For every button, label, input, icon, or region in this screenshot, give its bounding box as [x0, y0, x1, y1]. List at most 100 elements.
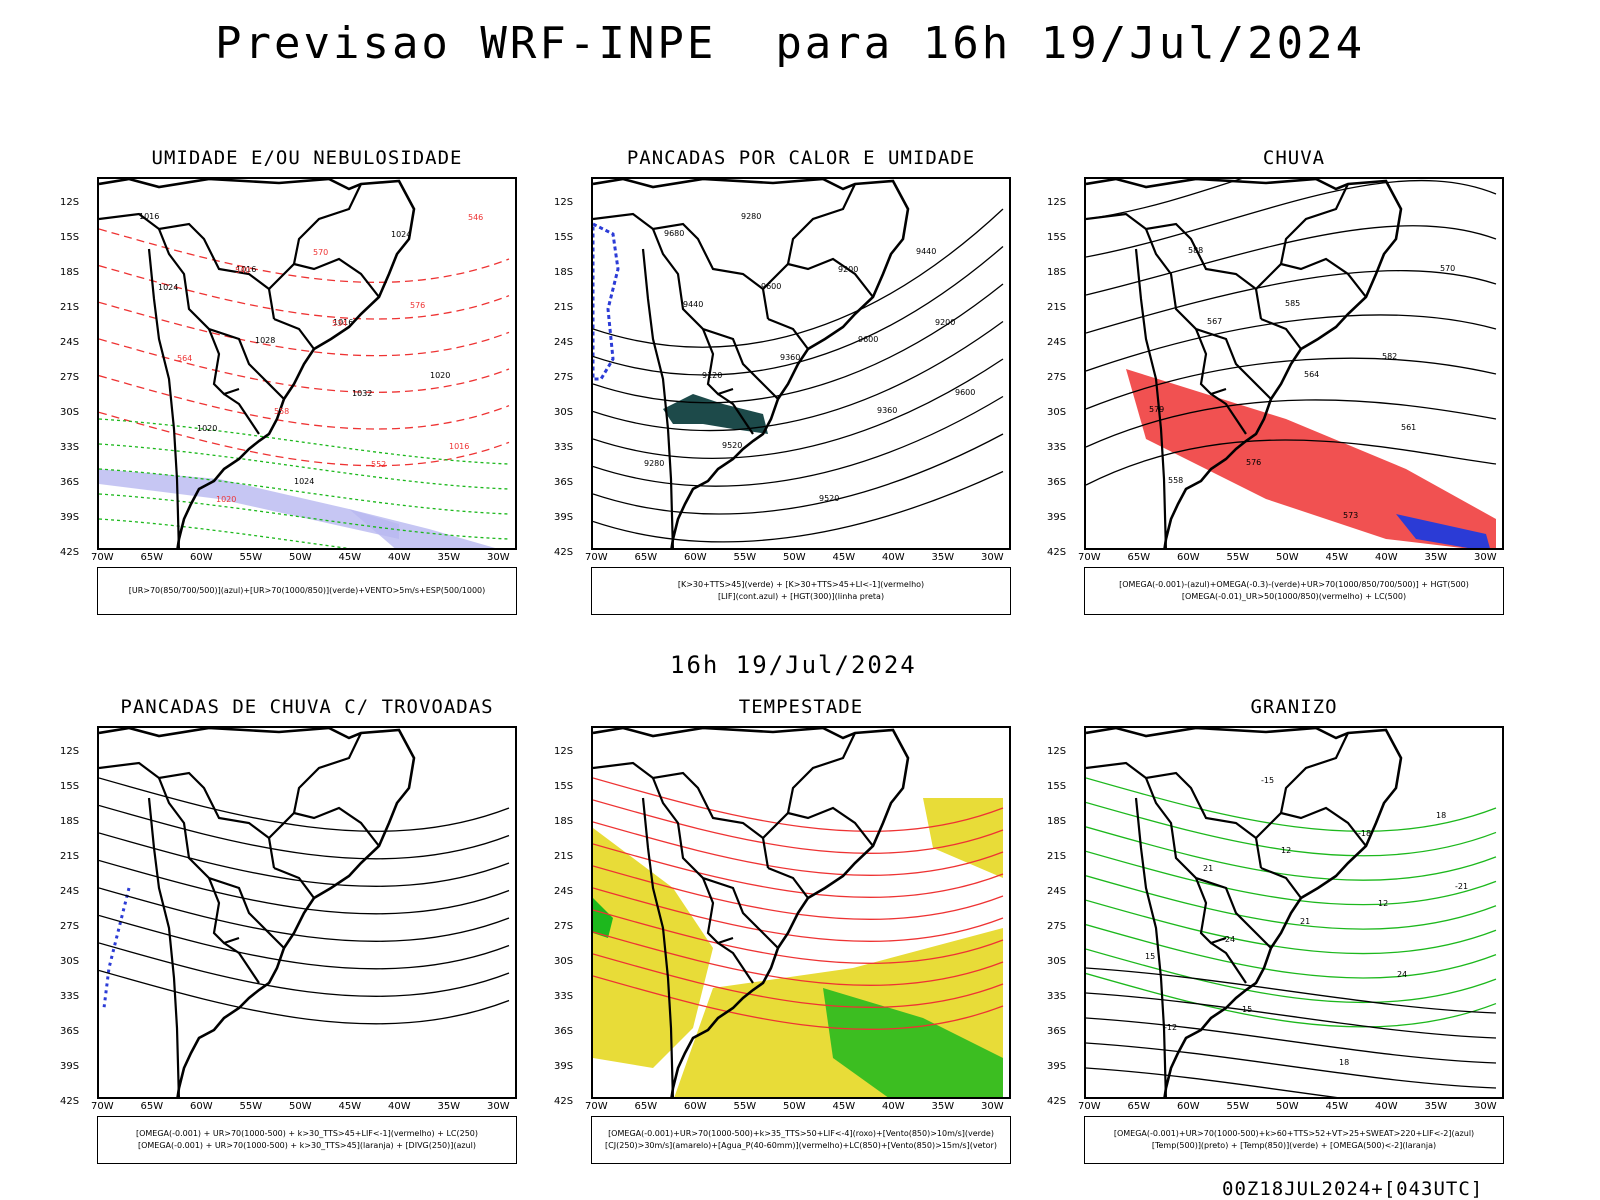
contour-label: 9520: [819, 494, 839, 503]
longitude-tick-label: 30W: [1474, 552, 1497, 563]
contour-label: 15: [1145, 952, 1155, 961]
longitude-tick-label: 55W: [733, 552, 757, 563]
longitude-tick-label: 65W: [1127, 552, 1151, 563]
latitude-tick-label: 24S: [1047, 886, 1067, 897]
longitude-tick-label: 50W: [783, 552, 806, 563]
longitude-tick-label: 65W: [1127, 1101, 1151, 1112]
latitude-tick-label: 36S: [1047, 1026, 1067, 1037]
longitude-tick-label: 65W: [634, 552, 658, 563]
contour-label: 534: [332, 319, 347, 328]
panel-chuva: CHUVA 588 585 582 579 576 573 570 567 564 561 558 12…: [1047, 147, 1504, 617]
latitude-tick-label: 21S: [60, 851, 80, 862]
map-frame: 9680 9600 9600 9600 9520 9520 9440 9440 9360 9360…: [591, 177, 1011, 550]
contour-label: 9600: [858, 335, 878, 344]
latitude-tick-label: 12S: [554, 746, 574, 757]
latitude-tick-label: 12S: [554, 197, 574, 208]
contour-label: 567: [1207, 317, 1222, 326]
latitude-tick-label: 12S: [1047, 197, 1067, 208]
panel-title: PANCADAS POR CALOR E UMIDADE: [626, 147, 976, 169]
contour-label: 9600: [955, 388, 975, 397]
longitude-tick-label: 55W: [239, 552, 263, 563]
legend-line: [UR>70(850/700/500)](azul)+[UR>70(1000/8…: [128, 586, 486, 595]
latitude-tick-label: 15S: [60, 781, 80, 792]
longitude-tick-label: 45W: [338, 552, 362, 563]
latitude-tick-label: 18S: [554, 267, 574, 278]
latitude-tick-label: 30S: [1047, 407, 1067, 418]
latitude-tick-label: 18S: [60, 267, 80, 278]
longitude-tick-label: 55W: [1226, 552, 1250, 563]
contour-label: 18: [1436, 811, 1446, 820]
longitude-tick-label: 35W: [1424, 552, 1448, 563]
longitude-tick-label: 60W: [1177, 1101, 1200, 1112]
latitude-tick-label: 33S: [554, 442, 574, 453]
map-frame: [591, 726, 1011, 1099]
latitude-tick-label: 42S: [1047, 1096, 1067, 1107]
contour-label: -15: [1261, 776, 1274, 785]
longitude-tick-label: 30W: [1474, 1101, 1497, 1112]
latitude-tick-label: 36S: [554, 1026, 574, 1037]
latitude-tick-label: 21S: [1047, 302, 1067, 313]
contour-label: 9280: [644, 459, 664, 468]
contour-label: 24: [1397, 970, 1407, 979]
latitude-tick-label: 12S: [1047, 746, 1067, 757]
latitude-tick-label: 30S: [60, 407, 80, 418]
map-frame: [97, 726, 517, 1099]
longitude-tick-label: 35W: [931, 552, 955, 563]
latitude-tick-label: 42S: [60, 1096, 80, 1107]
panel-tempestade: TEMPESTADE 12S 15S 18S 21S 24S 27S 30S 33S 36S 39S…: [554, 696, 1011, 1166]
latitude-tick-label: 15S: [554, 781, 574, 792]
contour-label: 540: [235, 266, 250, 275]
contour-label: 1016: [333, 318, 353, 327]
contour-label: 12: [1281, 846, 1291, 855]
longitude-tick-label: 40W: [882, 1101, 905, 1112]
legend-line: [OMEGA(-0.001)-(azul)+OMEGA(-0.3)-(verde…: [1119, 580, 1469, 589]
latitude-tick-label: 27S: [60, 921, 80, 932]
contour-label: 9440: [683, 300, 703, 309]
contour-label: 579: [1149, 405, 1164, 414]
contour-label: 9120: [702, 371, 722, 380]
longitude-tick-label: 30W: [981, 1101, 1004, 1112]
legend-line: [LIF](cont.azul) + [HGT(300)](linha pret…: [717, 592, 885, 601]
latitude-tick-label: 24S: [1047, 337, 1067, 348]
contour-label: 570: [313, 248, 328, 257]
latitude-tick-label: 24S: [60, 886, 80, 897]
legend-line: [OMEGA(-0.01)_UR>50(1000/850)(vermelho) …: [1181, 592, 1407, 601]
contour-label: 15: [1242, 1005, 1252, 1014]
latitude-tick-label: 21S: [1047, 851, 1067, 862]
contour-label: 552: [371, 460, 386, 469]
contour-label: -12: [1164, 1023, 1177, 1032]
contour-label: 588: [1188, 246, 1203, 255]
longitude-tick-label: 50W: [1276, 552, 1299, 563]
legend-line: [Temp(500)](preto) + [Temp(850)](verde) …: [1151, 1141, 1437, 1150]
longitude-tick-label: 45W: [832, 1101, 856, 1112]
latitude-tick-label: 15S: [60, 232, 80, 243]
contour-label: 9600: [761, 282, 781, 291]
latitude-tick-label: 30S: [60, 956, 80, 967]
latitude-tick-label: 27S: [554, 372, 574, 383]
longitude-tick-label: 30W: [487, 1101, 510, 1112]
contour-label: 561: [1401, 423, 1416, 432]
latitude-tick-label: 36S: [60, 1026, 80, 1037]
legend-line: [OMEGA(-0.001) + UR>70(1000-500) + k>30_…: [137, 1141, 477, 1150]
latitude-tick-label: 39S: [60, 512, 80, 523]
contour-label: 18: [1339, 1058, 1349, 1067]
latitude-tick-label: 36S: [1047, 477, 1067, 488]
panel-granizo: GRANIZO 12 12 15 15 18 18 21 21 24 -12 -15 -18 -21 -24…: [1047, 696, 1504, 1166]
longitude-tick-label: 70W: [1078, 552, 1101, 563]
contour-label: 1024: [391, 230, 411, 239]
latitude-tick-label: 42S: [554, 547, 574, 558]
contour-label: 546: [468, 213, 483, 222]
longitude-tick-label: 65W: [140, 552, 164, 563]
latitude-tick-label: 39S: [1047, 1061, 1067, 1072]
latitude-tick-label: 24S: [554, 886, 574, 897]
legend-line: [OMEGA(-0.001)+UR>70(1000-500)+k>60+TTS>…: [1113, 1129, 1475, 1138]
latitude-tick-label: 15S: [1047, 781, 1067, 792]
longitude-tick-label: 65W: [634, 1101, 658, 1112]
contour-label: 21: [1203, 864, 1213, 873]
latitude-tick-label: 27S: [1047, 372, 1067, 383]
contour-label: 585: [1285, 299, 1300, 308]
latitude-tick-label: 30S: [1047, 956, 1067, 967]
contour-label: -18: [1358, 829, 1371, 838]
latitude-tick-label: 42S: [1047, 547, 1067, 558]
latitude-tick-label: 18S: [1047, 816, 1067, 827]
